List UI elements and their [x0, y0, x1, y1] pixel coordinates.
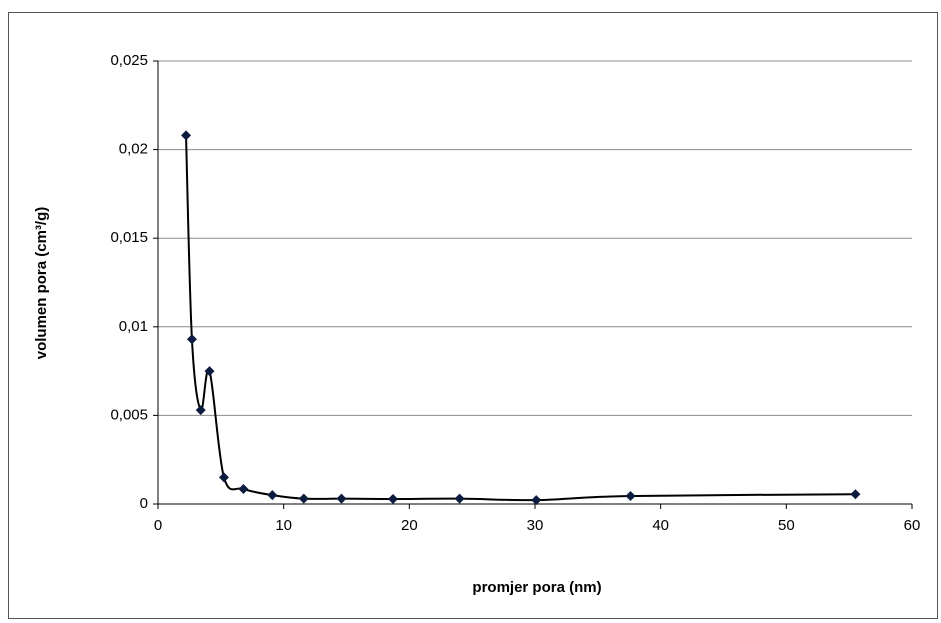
- y-tick-label: 0,025: [110, 52, 148, 69]
- data-point: [531, 495, 542, 506]
- y-tick-label: 0,01: [119, 318, 148, 335]
- data-point: [850, 489, 861, 500]
- x-tick-label: 30: [527, 517, 544, 534]
- y-tick-label: 0: [140, 495, 148, 512]
- x-tick-label: 40: [652, 517, 669, 534]
- x-tick-label: 20: [401, 517, 418, 534]
- x-tick-label: 50: [778, 517, 795, 534]
- x-tick-label: 60: [904, 517, 921, 534]
- data-point: [454, 493, 465, 504]
- data-line: [185, 135, 856, 502]
- data-point: [267, 490, 278, 501]
- y-tick-label: 0,005: [110, 406, 148, 423]
- chart-frame: [8, 12, 938, 619]
- data-point: [336, 493, 347, 504]
- x-axis-title: promjer pora (nm): [472, 579, 601, 596]
- y-tick-label: 0,02: [119, 141, 148, 158]
- data-point: [204, 366, 215, 377]
- y-tick-label: 0,015: [110, 229, 148, 246]
- data-point: [298, 493, 309, 504]
- x-tick-label: 0: [154, 517, 162, 534]
- data-point: [186, 334, 197, 345]
- data-point: [218, 472, 229, 483]
- x-tick-label: 10: [275, 517, 292, 534]
- data-point: [238, 483, 249, 494]
- data-point: [625, 491, 636, 502]
- data-point: [195, 405, 206, 416]
- y-axis-title: volumen pora (cm³/g): [33, 207, 50, 360]
- data-point: [387, 494, 398, 505]
- data-point: [181, 130, 192, 141]
